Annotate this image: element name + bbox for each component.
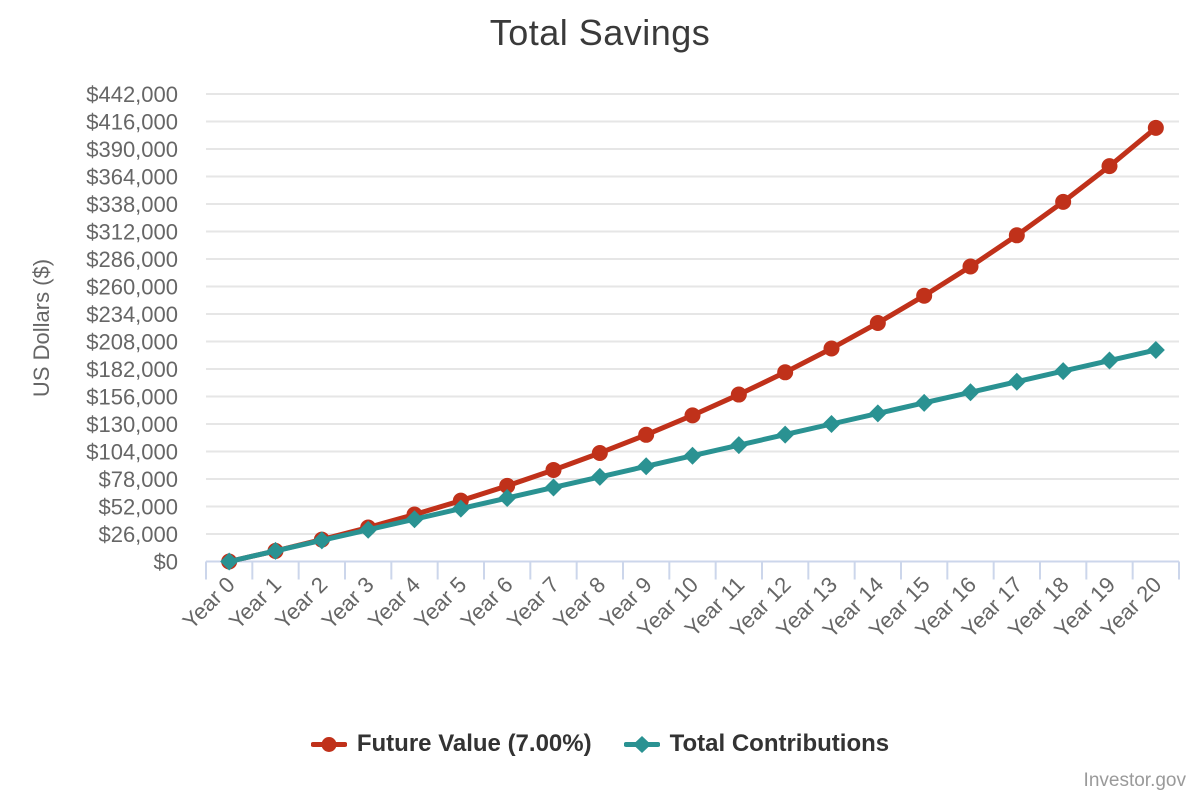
data-point-total-contributions — [498, 489, 517, 508]
data-point-future-value — [1055, 193, 1072, 210]
data-point-total-contributions — [312, 531, 331, 550]
total-contributions-marker-icon — [623, 735, 660, 753]
data-point-future-value — [545, 461, 562, 478]
y-axis-tick-label: $52,000 — [98, 495, 178, 520]
data-point-total-contributions — [405, 510, 424, 529]
data-point-total-contributions — [359, 520, 378, 539]
data-point-total-contributions — [451, 499, 470, 518]
y-axis-tick-label: $312,000 — [86, 220, 178, 245]
data-point-total-contributions — [1146, 340, 1165, 359]
data-point-future-value — [684, 407, 701, 424]
data-point-total-contributions — [915, 393, 934, 412]
data-point-future-value — [869, 314, 886, 331]
y-axis-tick-label: $182,000 — [86, 357, 178, 382]
y-axis-tick-label: $416,000 — [86, 110, 178, 135]
y-axis-tick-label: $442,000 — [86, 82, 178, 107]
data-point-total-contributions — [544, 478, 563, 497]
data-point-future-value — [1008, 227, 1025, 244]
data-point-total-contributions — [266, 541, 285, 560]
y-axis-tick-label: $364,000 — [86, 165, 178, 190]
data-point-total-contributions — [683, 446, 702, 465]
y-axis-tick-label: $156,000 — [86, 385, 178, 410]
data-point-total-contributions — [220, 552, 239, 571]
credit-link[interactable]: Investor.gov — [1083, 770, 1186, 791]
data-point-future-value — [916, 287, 933, 304]
data-point-future-value — [1101, 158, 1118, 175]
x-axis-tick-label: Year 6 — [456, 572, 518, 634]
data-point-future-value — [823, 340, 840, 357]
x-axis-tick-label: Year 8 — [548, 572, 610, 634]
data-point-total-contributions — [776, 425, 795, 444]
data-point-total-contributions — [1100, 351, 1119, 370]
x-axis-tick-label: Year 3 — [317, 572, 379, 634]
data-point-future-value — [777, 364, 794, 381]
data-point-total-contributions — [637, 457, 656, 476]
y-axis-tick-label: $208,000 — [86, 330, 178, 355]
data-point-future-value — [730, 386, 747, 403]
legend-item-total-contributions[interactable]: Total Contributions — [623, 730, 890, 758]
x-axis-tick-label: Year 2 — [270, 572, 332, 634]
data-point-total-contributions — [961, 383, 980, 402]
x-axis-tick-label: Year 0 — [178, 572, 240, 634]
data-point-future-value — [591, 444, 608, 461]
x-axis-tick-label: Year 7 — [502, 572, 564, 634]
y-axis-tick-label: $260,000 — [86, 275, 178, 300]
data-point-total-contributions — [1054, 362, 1073, 381]
y-axis-tick-label: $26,000 — [98, 522, 178, 547]
data-point-total-contributions — [868, 404, 887, 423]
x-axis-tick-label: Year 5 — [409, 572, 471, 634]
legend: Future Value (7.00%) Total Contributions — [0, 730, 1200, 758]
series-line-future-value — [226, 125, 1159, 564]
data-point-future-value — [638, 426, 655, 443]
data-point-total-contributions — [729, 436, 748, 455]
y-axis-tick-label: $0 — [154, 550, 178, 575]
y-axis-tick-label: $338,000 — [86, 192, 178, 217]
y-axis-tick-label: $390,000 — [86, 137, 178, 162]
data-point-total-contributions — [1007, 372, 1026, 391]
legend-item-future-value[interactable]: Future Value (7.00%) — [310, 730, 592, 758]
data-point-future-value — [962, 258, 979, 275]
legend-label-future-value: Future Value (7.00%) — [356, 730, 592, 757]
y-axis-tick-label: $130,000 — [86, 412, 178, 437]
legend-label-total-contributions: Total Contributions — [669, 730, 890, 757]
x-axis-tick-label: Year 1 — [224, 572, 286, 634]
future-value-marker-icon — [310, 736, 347, 752]
data-point-future-value — [1147, 119, 1164, 136]
y-axis-tick-label: $234,000 — [86, 302, 178, 327]
y-axis-tick-label: $104,000 — [86, 440, 178, 465]
x-axis-tick-label: Year 4 — [363, 572, 425, 634]
y-axis-tick-label: $78,000 — [98, 467, 178, 492]
data-point-total-contributions — [590, 467, 609, 486]
chart-title: Total Savings — [489, 12, 711, 53]
data-point-total-contributions — [822, 415, 841, 433]
y-axis-tick-label: $286,000 — [86, 247, 178, 272]
data-point-future-value — [499, 477, 516, 494]
